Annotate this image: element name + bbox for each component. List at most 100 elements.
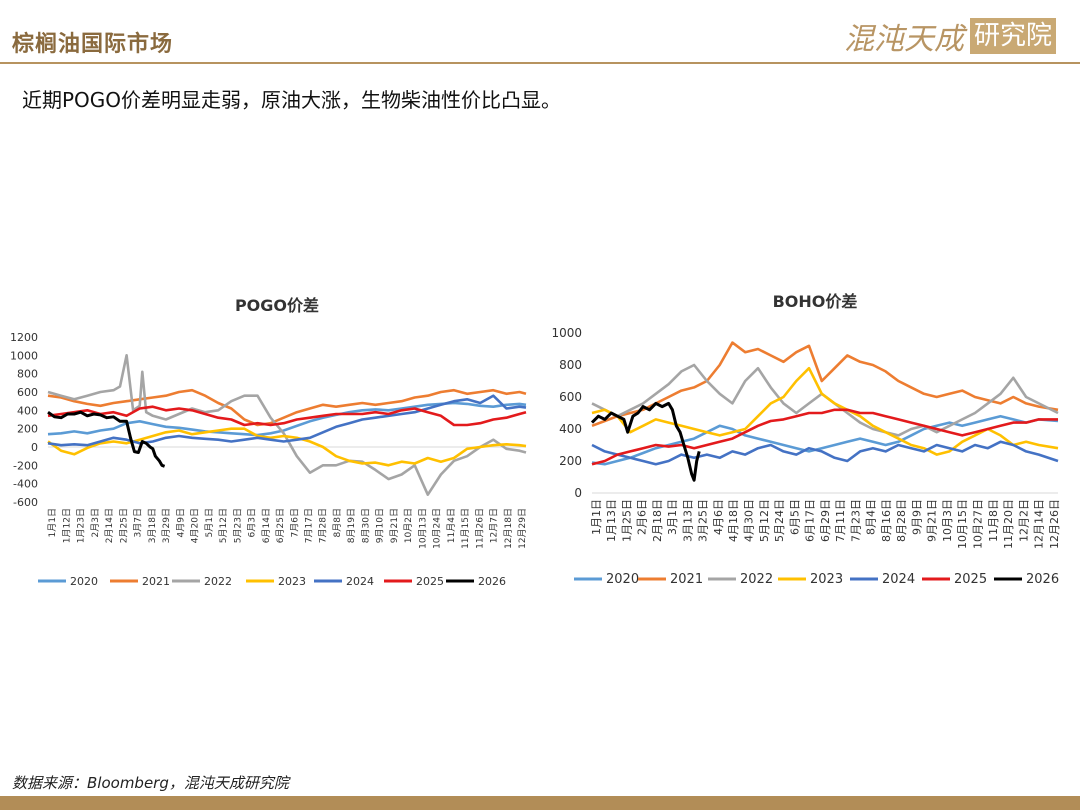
x-tick-label: 4月18日 bbox=[727, 499, 740, 542]
x-tick-label: 1月25日 bbox=[620, 499, 633, 542]
header-bar: 棕榈油国际市场 混沌天成 研究院 bbox=[0, 0, 1080, 60]
y-tick-label: 1000 bbox=[10, 349, 38, 362]
x-tick-label: 4月20日 bbox=[190, 508, 201, 543]
chart-title: POGO价差 bbox=[235, 296, 319, 315]
legend-label-2024: 2024 bbox=[346, 575, 374, 588]
brand-logo: 混沌天成 研究院 bbox=[844, 14, 1056, 58]
y-tick-label: 600 bbox=[559, 390, 582, 404]
y-tick-label: -200 bbox=[13, 459, 38, 472]
x-tick-label: 12月18日 bbox=[503, 508, 514, 549]
series-line-2020 bbox=[591, 414, 1059, 466]
y-tick-label: 1200 bbox=[10, 331, 38, 344]
x-tick-label: 7月6日 bbox=[289, 508, 300, 537]
y-tick-label: 800 bbox=[17, 368, 38, 381]
series-line-2025 bbox=[591, 408, 1058, 466]
x-tick-label: 5月12日 bbox=[758, 499, 771, 542]
x-tick-label: 3月13日 bbox=[681, 499, 694, 542]
x-tick-label: 6月17日 bbox=[804, 499, 817, 542]
x-tick-label: 6月14日 bbox=[261, 508, 272, 543]
series-line-2026 bbox=[590, 401, 701, 482]
legend-label-2021: 2021 bbox=[670, 572, 703, 587]
series-line-2020 bbox=[47, 401, 527, 437]
x-tick-label: 1月12日 bbox=[61, 508, 72, 543]
legend-label-2025: 2025 bbox=[954, 572, 987, 587]
legend-label-2023: 2023 bbox=[810, 572, 843, 587]
series-line-2023 bbox=[47, 427, 527, 467]
x-tick-label: 3月18日 bbox=[147, 508, 158, 543]
y-tick-label: 0 bbox=[31, 441, 38, 454]
x-tick-label: 10月2日 bbox=[403, 508, 414, 543]
x-tick-label: 10月15日 bbox=[956, 499, 969, 549]
series-line-2021 bbox=[47, 388, 527, 427]
x-tick-label: 2月3日 bbox=[90, 508, 101, 537]
x-tick-label: 8月8日 bbox=[332, 508, 343, 537]
x-tick-label: 7月28日 bbox=[318, 508, 329, 543]
x-tick-label: 2月18日 bbox=[651, 499, 664, 542]
logo-box-text: 研究院 bbox=[969, 18, 1056, 54]
logo-text: 混沌天成 bbox=[843, 22, 964, 57]
chart-title: BOHO价差 bbox=[773, 292, 858, 311]
y-tick-label: 800 bbox=[559, 358, 582, 372]
x-tick-label: 6月25日 bbox=[275, 508, 286, 543]
y-tick-label: 1000 bbox=[551, 326, 582, 340]
footer-bar bbox=[0, 796, 1080, 810]
x-tick-label: 2月14日 bbox=[104, 508, 115, 543]
x-tick-label: 3月29日 bbox=[161, 508, 172, 543]
y-tick-label: -400 bbox=[13, 478, 38, 491]
legend-label-2021: 2021 bbox=[142, 575, 170, 588]
x-tick-label: 11月4日 bbox=[446, 508, 457, 543]
y-tick-label: 600 bbox=[17, 386, 38, 399]
x-tick-label: 8月16日 bbox=[880, 499, 893, 542]
legend-label-2023: 2023 bbox=[278, 575, 306, 588]
pogo-chart: POGO价差 1200 1000 800 600 400 200 0 -200 -400 -600 1… bbox=[10, 296, 528, 588]
x-tick-label: 4月30日 bbox=[743, 499, 756, 542]
x-tick-label: 8月19日 bbox=[346, 508, 357, 543]
y-tick-label: 400 bbox=[17, 404, 38, 417]
x-tick-label: 12月2日 bbox=[1017, 499, 1030, 542]
x-tick-label: 12月26日 bbox=[1048, 499, 1061, 549]
x-tick-label: 5月24日 bbox=[773, 499, 786, 542]
x-tick-label: 10月27日 bbox=[972, 499, 985, 549]
x-tick-label: 9月10日 bbox=[375, 508, 386, 543]
x-tick-label: 6月5日 bbox=[788, 499, 801, 535]
legend-label-2025: 2025 bbox=[416, 575, 444, 588]
y-tick-label: -600 bbox=[13, 496, 38, 509]
legend-label-2022: 2022 bbox=[740, 572, 773, 587]
series-line-2021 bbox=[591, 341, 1059, 428]
x-tick-label: 3月7日 bbox=[133, 508, 144, 537]
y-tick-label: 200 bbox=[559, 454, 582, 468]
x-tick-label: 2月6日 bbox=[636, 499, 649, 535]
series-line-2026 bbox=[47, 410, 166, 468]
x-tick-label: 5月23日 bbox=[232, 508, 243, 543]
x-tick-label: 12月29日 bbox=[517, 508, 528, 549]
x-tick-label: 1月13日 bbox=[605, 499, 618, 542]
legend-label-2020: 2020 bbox=[606, 572, 639, 587]
x-tick-label: 6月3日 bbox=[247, 508, 258, 537]
x-tick-label: 7月23日 bbox=[849, 499, 862, 542]
x-tick-label: 1月1日 bbox=[47, 508, 58, 537]
x-tick-label: 6月29日 bbox=[819, 499, 832, 542]
x-tick-label: 10月24日 bbox=[432, 508, 443, 549]
data-source: 数据来源：Bloomberg，混沌天成研究院 bbox=[12, 774, 289, 792]
series-line-2022 bbox=[47, 354, 527, 496]
x-tick-label: 2月25日 bbox=[118, 508, 129, 543]
page-title: 棕榈油国际市场 bbox=[12, 31, 174, 57]
x-tick-label: 9月21日 bbox=[389, 508, 400, 543]
series-line-2023 bbox=[591, 366, 1059, 456]
series-line-2025 bbox=[47, 405, 527, 427]
x-tick-label: 4月6日 bbox=[712, 499, 725, 535]
x-tick-label: 11月15日 bbox=[460, 508, 471, 549]
x-tick-label: 7月11日 bbox=[834, 499, 847, 542]
x-tick-label: 9月21日 bbox=[926, 499, 939, 542]
x-tick-label: 12月14日 bbox=[1033, 499, 1046, 549]
x-tick-label: 9月9日 bbox=[910, 499, 923, 535]
x-tick-label: 11月8日 bbox=[987, 499, 1000, 542]
x-tick-label: 5月1日 bbox=[204, 508, 215, 537]
x-tick-label: 5月12日 bbox=[218, 508, 229, 543]
y-tick-label: 200 bbox=[17, 423, 38, 436]
y-tick-label: 400 bbox=[559, 422, 582, 436]
x-tick-label: 10月13日 bbox=[417, 508, 428, 549]
x-tick-label: 1月1日 bbox=[590, 499, 603, 535]
legend-label-2020: 2020 bbox=[70, 575, 98, 588]
x-tick-label: 7月17日 bbox=[304, 508, 315, 543]
